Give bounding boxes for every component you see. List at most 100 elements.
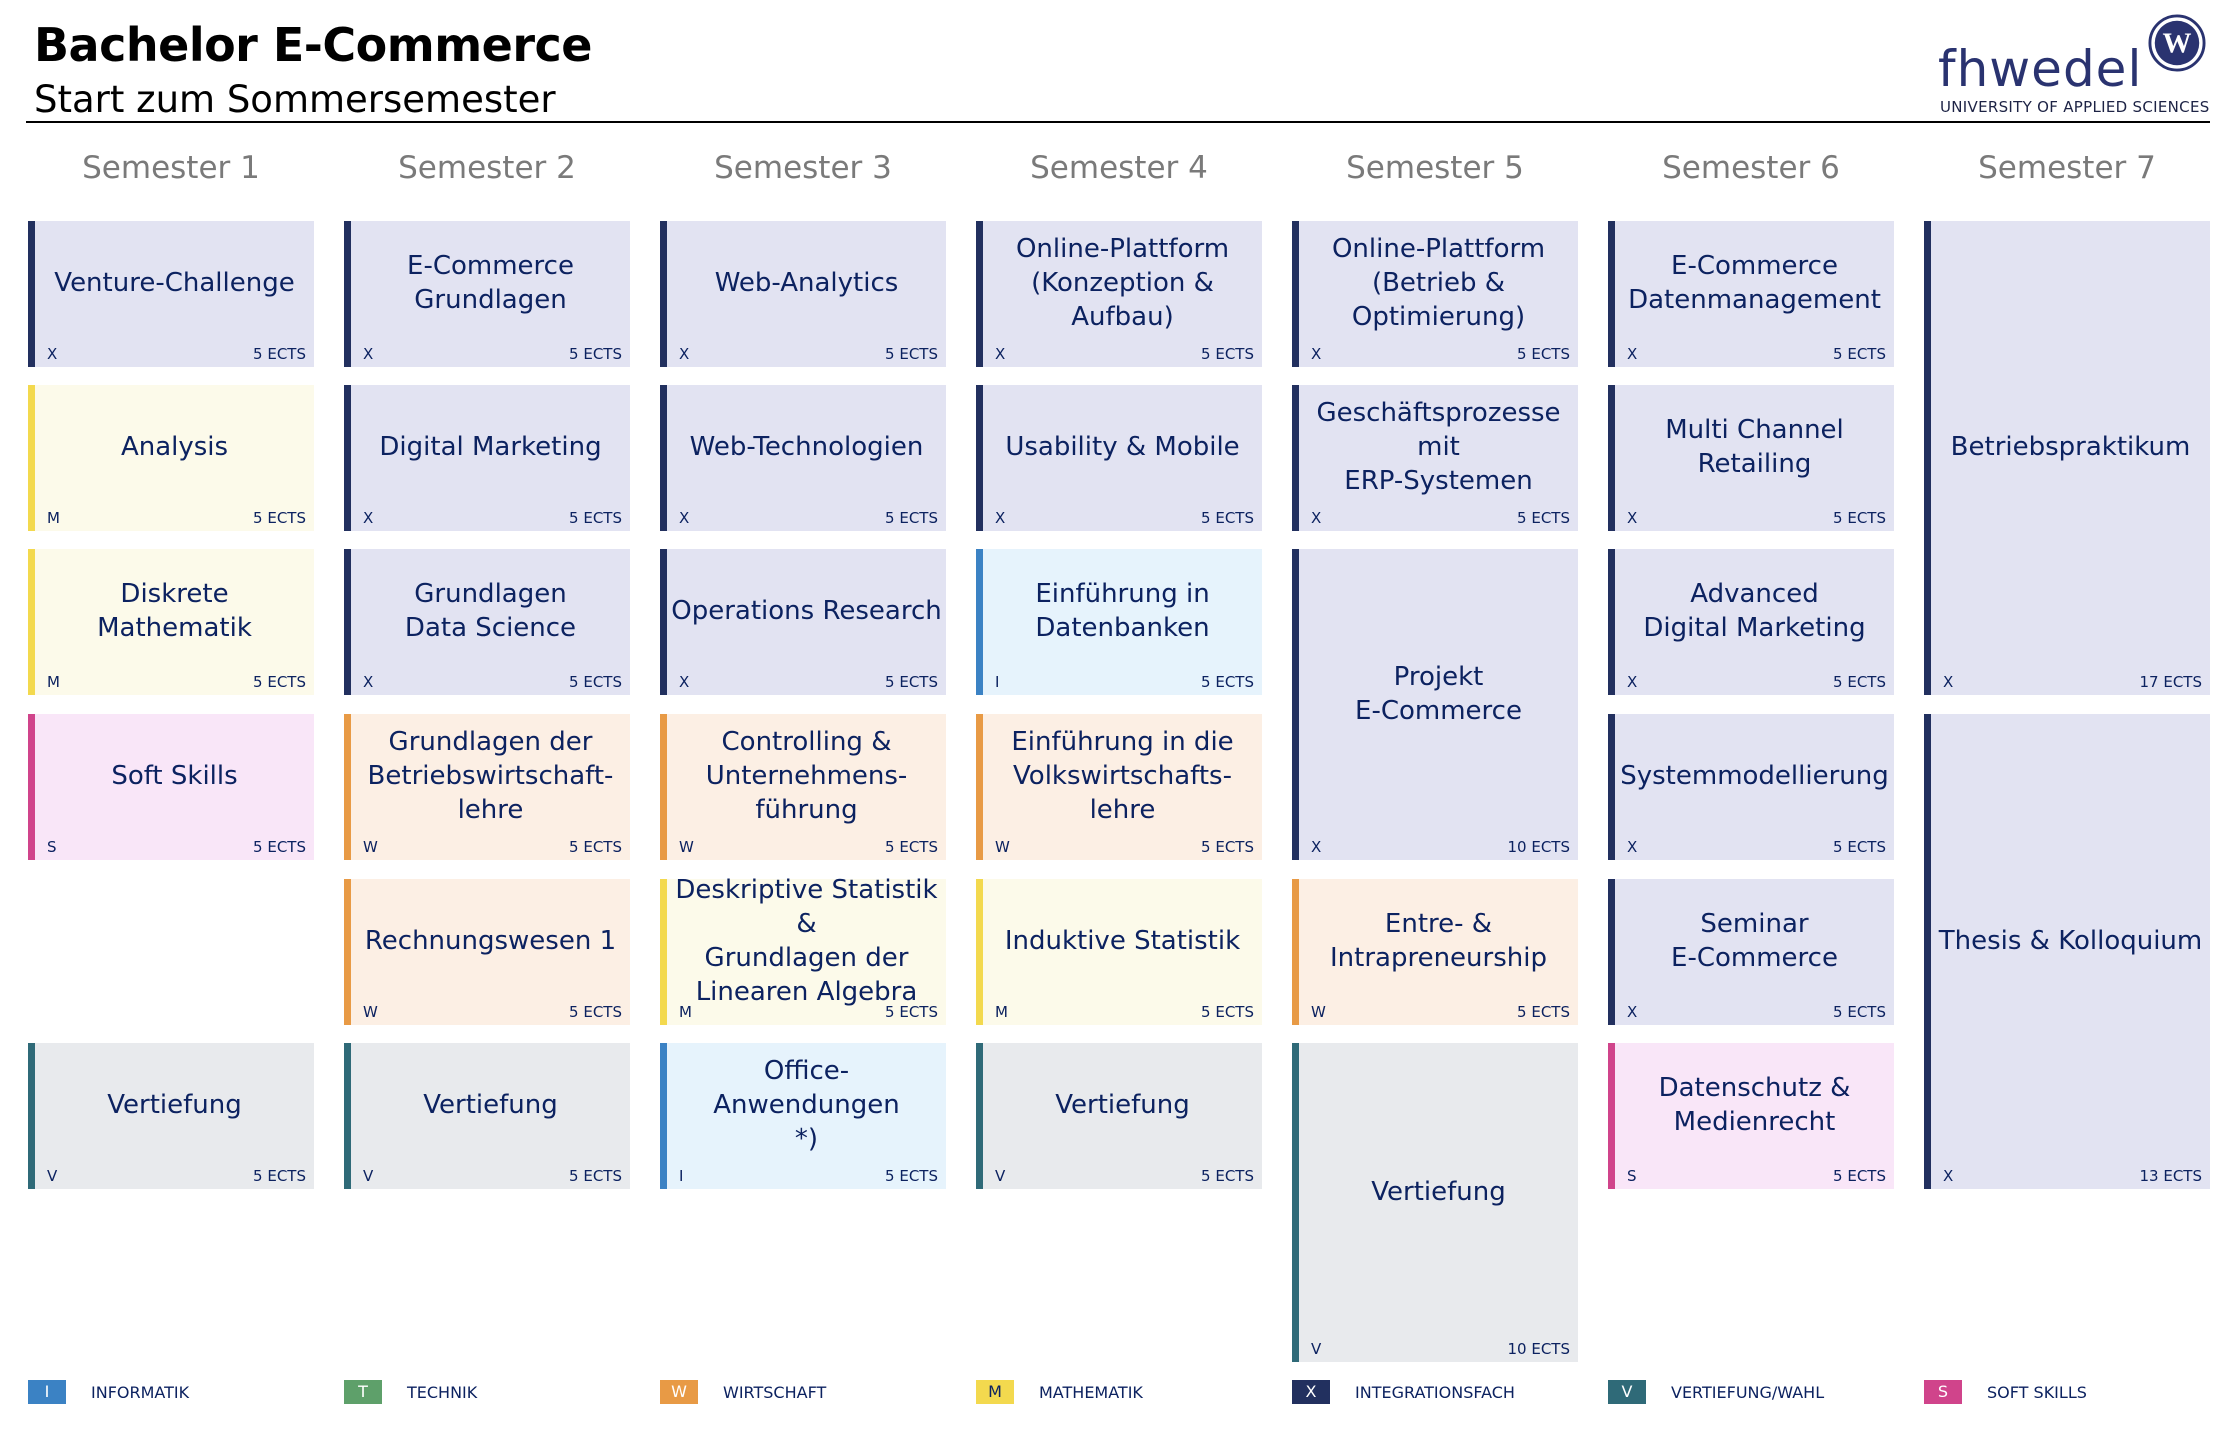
module-category-code: W [679,838,694,856]
semester-header-4: Semester 4 [1030,150,1208,186]
module-category-code: X [1311,345,1322,363]
module-box-web-technologien: Web-Technologien X 5 ECTS [660,385,946,531]
module-name: E-Commerce Datenmanagement [1628,251,1881,315]
module-box-e-commerce-datenmanagement: E-Commerce Datenmanagement X 5 ECTS [1608,221,1894,367]
module-category-code: W [363,838,378,856]
page-title: Bachelor E-Commerce [34,18,592,72]
module-category-code: M [47,673,60,691]
module-ects: 5 ECTS [1517,1003,1570,1021]
module-name: Web-Analytics [714,268,899,298]
module-box-office-anwendungen: Office-Anwendungen *) I 5 ECTS [660,1043,946,1189]
module-box-controlling-unternehmens-führung: Controlling & Unternehmens- führung W 5 EC… [660,714,946,860]
module-name: Office-Anwendungen *) [713,1056,900,1154]
module-category-code: X [47,345,58,363]
module-ects: 10 ECTS [1507,838,1571,856]
module-name: Web-Technologien [689,432,924,462]
module-ects: 5 ECTS [569,345,622,363]
module-name: Grundlagen Data Science [404,579,577,643]
module-ects: 5 ECTS [569,1003,622,1021]
semester-header-7: Semester 7 [1978,150,2156,186]
module-name: Einführung in Datenbanken [1035,579,1210,643]
module-category-code: V [363,1167,374,1185]
module-ects: 5 ECTS [1201,345,1254,363]
module-name: Online-Plattform (Betrieb & Optimierung) [1331,234,1546,332]
module-ects: 10 ECTS [1507,1340,1571,1358]
module-ects: 5 ECTS [1833,1003,1886,1021]
legend-swatch: T [344,1380,382,1404]
module-box-web-analytics: Web-Analytics X 5 ECTS [660,221,946,367]
module-name: Induktive Statistik [1004,926,1241,956]
module-name: Grundlagen der Betriebswirtschaft- lehre [367,727,614,825]
module-category-code: W [995,838,1010,856]
module-box-grundlagen-der-betriebswirtschaft-lehre: Grundlagen der Betriebswirtschaft- lehre… [344,714,630,860]
module-box-rechnungswesen-1: Rechnungswesen 1 W 5 ECTS [344,879,630,1025]
module-box-e-commerce-grundlagen: E-Commerce Grundlagen X 5 ECTS [344,221,630,367]
module-category-code: S [47,838,57,856]
module-name: Vertiefung [423,1090,558,1120]
semester-header-2: Semester 2 [398,150,576,186]
legend-label: VERTIEFUNG/WAHL [1671,1383,1825,1402]
module-box-advanced-digital-marketing: Advanced Digital Marketing X 5 ECTS [1608,549,1894,695]
module-category-code: X [995,345,1006,363]
module-ects: 5 ECTS [1833,673,1886,691]
legend-swatch: X [1292,1380,1330,1404]
module-ects: 5 ECTS [1201,838,1254,856]
module-name: Usability & Mobile [1005,432,1240,462]
svg-text:W: W [2163,28,2192,60]
module-box-usability-mobile: Usability & Mobile X 5 ECTS [976,385,1262,531]
module-name: Thesis & Kolloquium [1938,925,2203,956]
module-ects: 5 ECTS [1833,838,1886,856]
module-category-code: W [1311,1003,1326,1021]
module-ects: 5 ECTS [885,509,938,527]
module-ects: 5 ECTS [885,673,938,691]
module-box-systemmodellierung: Systemmodellierung X 5 ECTS [1608,714,1894,860]
module-box-deskriptive-statistik-grundlagen-der-linearen-algebra: Deskriptive Statistik & Grundlagen der L… [660,875,946,1025]
module-name: Controlling & Unternehmens- führung [705,727,908,825]
module-box-thesis-kolloquium: Thesis & Kolloquium X 13 ECTS [1924,714,2210,1189]
module-box-soft-skills: Soft Skills S 5 ECTS [28,714,314,860]
module-name: Einführung in die Volkswirtschafts- lehr… [1011,727,1234,825]
module-ects: 13 ECTS [2139,1167,2203,1185]
module-ects: 5 ECTS [885,1003,938,1021]
legend-label: MATHEMATIK [1039,1383,1143,1402]
module-name: Online-Plattform (Konzeption & Aufbau) [1015,234,1230,332]
module-category-code: M [995,1003,1008,1021]
module-ects: 5 ECTS [1833,509,1886,527]
module-box-vertiefung: Vertiefung V 5 ECTS [28,1043,314,1189]
module-ects: 5 ECTS [569,1167,622,1185]
module-box-einführung-in-die-volkswirtschafts-lehre: Einführung in die Volkswirtschafts- lehr… [976,714,1262,860]
module-ects: 5 ECTS [253,509,306,527]
module-ects: 5 ECTS [885,838,938,856]
module-category-code: I [995,673,1000,691]
module-category-code: M [47,509,60,527]
module-ects: 5 ECTS [253,838,306,856]
module-box-operations-research: Operations Research X 5 ECTS [660,549,946,695]
module-category-code: X [995,509,1006,527]
module-name: Venture-Challenge [54,268,295,298]
header-divider [26,121,2210,123]
legend-label: INTEGRATIONSFACH [1355,1383,1515,1402]
fh-wedel-logo: fhwedel UNIVERSITY OF APPLIED SCIENCES W [1938,10,2210,122]
module-box-multi-channel-retailing: Multi Channel Retailing X 5 ECTS [1608,385,1894,531]
module-category-code: X [679,673,690,691]
module-box-geschäftsprozesse-mit-erp-systemen: Geschäftsprozesse mit ERP-Systemen X 5 ECT… [1292,385,1578,531]
module-category-code: V [1311,1340,1322,1358]
module-category-code: X [1627,509,1638,527]
module-category-code: X [363,673,374,691]
module-category-code: X [679,345,690,363]
module-category-code: V [47,1167,58,1185]
module-category-code: X [1627,345,1638,363]
module-ects: 5 ECTS [1833,345,1886,363]
module-ects: 5 ECTS [1833,1167,1886,1185]
module-category-code: X [363,509,374,527]
module-category-code: X [1627,1003,1638,1021]
logo-wordmark: fhwedel [1938,40,2143,98]
module-name: Systemmodellierung [1620,761,1889,791]
module-category-code: X [1311,838,1322,856]
module-name: Deskriptive Statistik & Grundlagen der L… [675,875,938,1007]
legend-label: WIRTSCHAFT [723,1383,827,1402]
module-box-datenschutz-medienrecht: Datenschutz & Medienrecht S 5 ECTS [1608,1043,1894,1189]
module-ects: 5 ECTS [1517,345,1570,363]
module-name: Geschäftsprozesse mit ERP-Systemen [1316,398,1561,496]
module-box-grundlagen-data-science: Grundlagen Data Science X 5 ECTS [344,549,630,695]
